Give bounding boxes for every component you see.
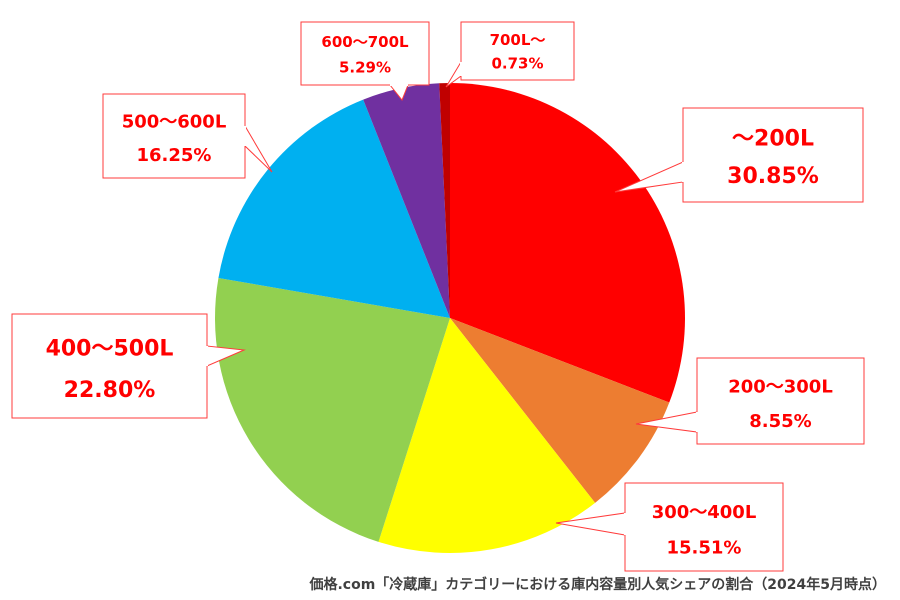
category-label: 400～500L	[46, 337, 174, 362]
category-label: 500～600L	[122, 112, 227, 133]
percent-label: 0.73%	[491, 54, 543, 72]
pie-slice-4	[215, 277, 450, 542]
category-label: 600～700L	[321, 33, 409, 51]
pie-slice-1	[450, 83, 685, 403]
callout-box	[682, 107, 864, 203]
callout-box	[11, 313, 208, 419]
callout-labels: ～200L 30.85% 200～300L 8.55% 300～400L 15.51% 40…	[11, 21, 865, 572]
callout-box	[460, 21, 575, 81]
callout-5: 500～600L 16.25%	[102, 93, 273, 179]
category-label: 700L～	[490, 31, 546, 49]
callout-2: 200～300L 8.55%	[635, 357, 865, 445]
callout-box	[102, 93, 246, 179]
pie-slice-5	[218, 99, 450, 318]
callout-3: 300～400L 15.51%	[555, 482, 784, 572]
percent-label: 15.51%	[667, 537, 742, 558]
callout-6: 600～700L 5.29%	[300, 21, 430, 101]
pie-slices	[215, 83, 685, 554]
callout-1: ～200L 30.85%	[614, 107, 864, 203]
percent-label: 16.25%	[137, 145, 212, 166]
source-note: 価格.com「冷蔵庫」カテゴリーにおける庫内容量別人気シェアの割合（2024年5…	[309, 577, 886, 593]
callout-box	[300, 21, 430, 86]
percent-label: 5.29%	[339, 58, 391, 76]
pie-slice-6	[363, 83, 450, 318]
pie-slice-3	[378, 318, 596, 554]
pie-slice-2	[450, 318, 670, 503]
percent-label: 8.55%	[749, 411, 811, 432]
category-label: ～200L	[732, 127, 814, 152]
category-label: 200～300L	[728, 376, 833, 397]
percent-label: 30.85%	[727, 164, 819, 189]
callout-box	[696, 357, 865, 445]
callout-7: 700L～ 0.73%	[445, 21, 575, 88]
category-label: 300～400L	[652, 502, 757, 523]
pie-slice-7	[439, 83, 450, 318]
callout-pointer	[244, 124, 273, 173]
callout-4: 400～500L 22.80%	[11, 313, 246, 419]
percent-label: 22.80%	[64, 378, 156, 403]
